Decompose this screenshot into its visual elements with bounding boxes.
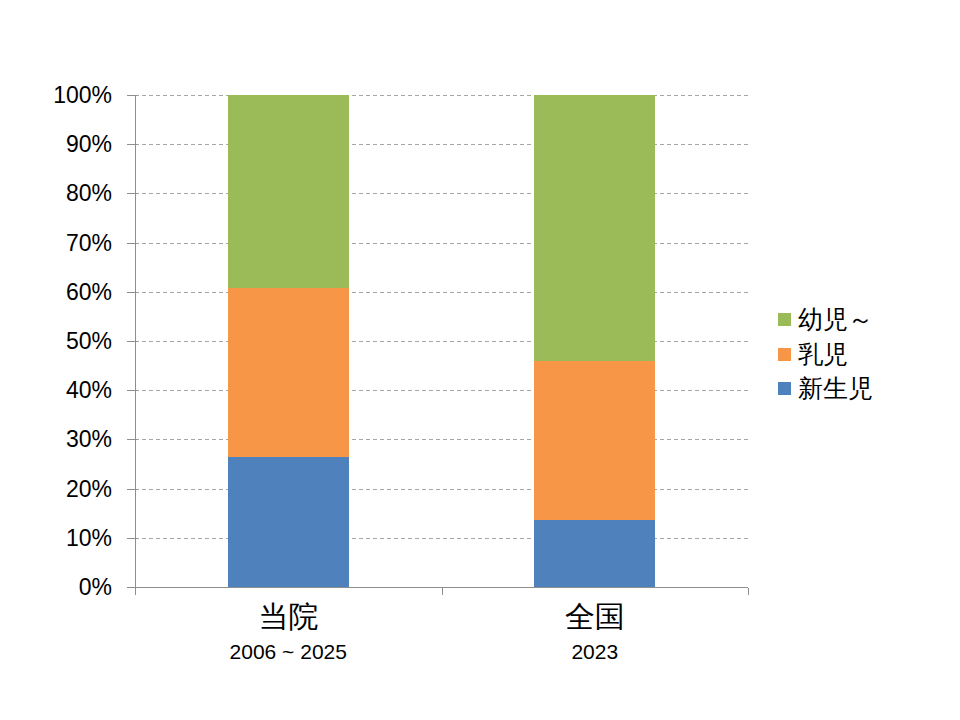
y-axis-label: 0% — [22, 576, 112, 599]
x-axis-tick — [748, 588, 749, 595]
y-axis-tick — [127, 243, 137, 244]
x-axis-tick — [442, 588, 443, 595]
y-axis-tick — [127, 538, 137, 539]
y-axis-label: 60% — [22, 280, 112, 303]
legend-item: 新生児 — [778, 374, 873, 404]
plot-area — [135, 95, 748, 587]
bar-segment — [534, 361, 655, 520]
x-category-label: 当院 — [258, 600, 318, 635]
legend-color-swatch — [778, 348, 791, 361]
y-axis-tick — [127, 193, 137, 194]
y-axis-tick — [127, 390, 137, 391]
x-category-sublabel: 2006 ~ 2025 — [230, 640, 347, 663]
y-axis-label: 40% — [22, 379, 112, 402]
legend: 幼児～ 乳児新生児 — [778, 305, 873, 404]
x-category-sublabel: 2023 — [571, 640, 618, 663]
y-axis-label: 100% — [22, 84, 112, 107]
y-axis-label: 50% — [22, 330, 112, 353]
y-axis-tick — [127, 95, 137, 96]
legend-item: 幼児～ — [778, 305, 873, 335]
y-axis-label: 70% — [22, 231, 112, 254]
bar-segment — [534, 520, 655, 587]
legend-label: 幼児～ — [798, 305, 873, 335]
legend-item: 乳児 — [778, 340, 873, 370]
y-axis-tick — [127, 489, 137, 490]
stacked-bar-chart: 0% 10% 20% 30% 40% 50% 60% 70% 80% 90% 100% 当院 2006… — [0, 0, 960, 720]
bar-2 — [534, 95, 655, 587]
y-axis-tick — [127, 341, 137, 342]
legend-color-swatch — [778, 313, 791, 326]
bar-segment — [534, 95, 655, 361]
legend-color-swatch — [778, 382, 791, 395]
legend-label: 新生児 — [798, 374, 873, 404]
bar-segment — [228, 457, 349, 587]
legend-label: 乳児 — [798, 340, 848, 370]
y-axis-label: 30% — [22, 428, 112, 451]
y-axis-tick — [127, 144, 137, 145]
y-axis-label: 90% — [22, 133, 112, 156]
y-axis-label: 80% — [22, 182, 112, 205]
y-axis-tick — [127, 587, 137, 588]
bar-1 — [228, 95, 349, 587]
y-axis-tick — [127, 292, 137, 293]
bar-segment — [228, 288, 349, 457]
x-axis-tick — [135, 588, 136, 595]
x-category-label: 全国 — [565, 600, 625, 635]
y-axis-label: 10% — [22, 526, 112, 549]
y-axis-tick — [127, 439, 137, 440]
y-axis-label: 20% — [22, 477, 112, 500]
bar-segment — [228, 95, 349, 288]
